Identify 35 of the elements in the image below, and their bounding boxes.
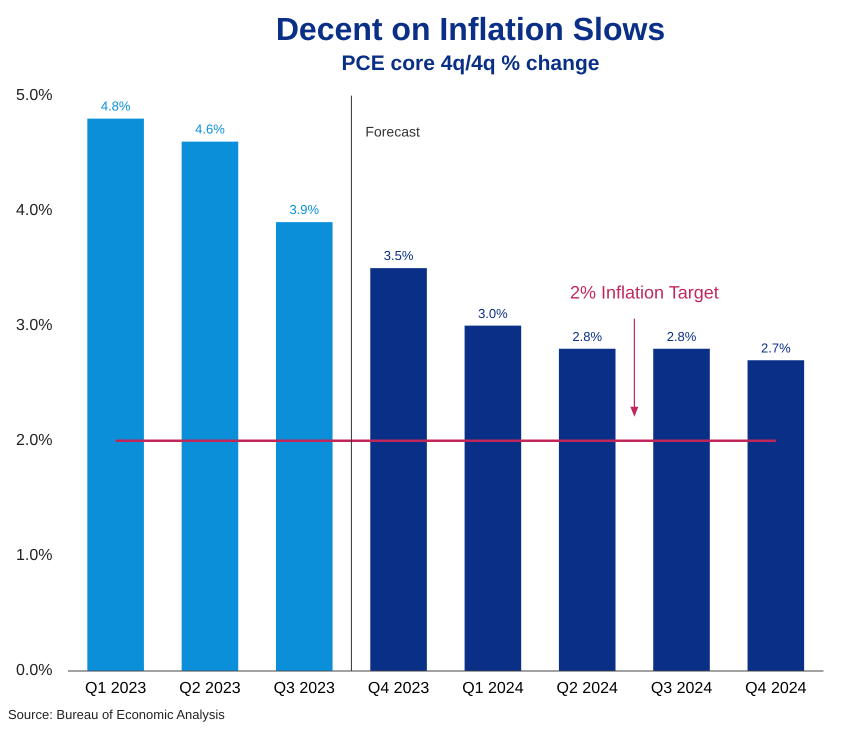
x-tick-label: Q4 2024 <box>745 680 807 697</box>
y-tick-label: 2.0% <box>16 432 52 450</box>
y-tick-label: 4.0% <box>16 202 52 220</box>
x-tick-label: Q1 2024 <box>462 680 524 697</box>
x-tick-label: Q2 2024 <box>556 680 618 697</box>
data-label: 4.6% <box>195 122 226 137</box>
bar <box>558 348 616 671</box>
bar <box>276 222 333 671</box>
x-tick-label: Q3 2024 <box>650 680 712 697</box>
bar <box>370 268 427 671</box>
bar <box>464 326 522 671</box>
data-label: 2.8% <box>666 328 697 344</box>
x-tick-label: Q2 2023 <box>179 680 241 697</box>
data-label: 3.5% <box>384 248 414 264</box>
source-note: Source: Bureau of Economic Analysis <box>8 706 226 724</box>
data-label: 2.7% <box>761 340 792 356</box>
bar <box>87 118 144 671</box>
bar <box>653 348 710 671</box>
data-label: 3.9% <box>289 202 320 218</box>
chart-subtitle: PCE core 4q/4q % change <box>340 51 600 77</box>
y-tick-label: 3.0% <box>16 317 52 334</box>
data-label: 3.0% <box>478 306 508 321</box>
data-label: 4.8% <box>100 98 131 114</box>
bar <box>748 360 804 671</box>
data-label: 2.8% <box>572 328 602 344</box>
chart-title: Decent on Inflation Slows <box>274 10 666 49</box>
y-tick-label: 1.0% <box>16 547 52 564</box>
y-tick-label: 5.0% <box>16 87 52 104</box>
bar <box>182 142 238 671</box>
y-tick-label: 0.0% <box>16 662 52 680</box>
x-tick-label: Q1 2023 <box>84 680 146 697</box>
ref-line-label: Forecast <box>365 123 420 140</box>
x-tick-label: Q3 2023 <box>274 680 336 697</box>
ref-line-label: 2% Inflation Target <box>570 282 719 303</box>
x-tick-label: Q4 2023 <box>368 680 430 697</box>
